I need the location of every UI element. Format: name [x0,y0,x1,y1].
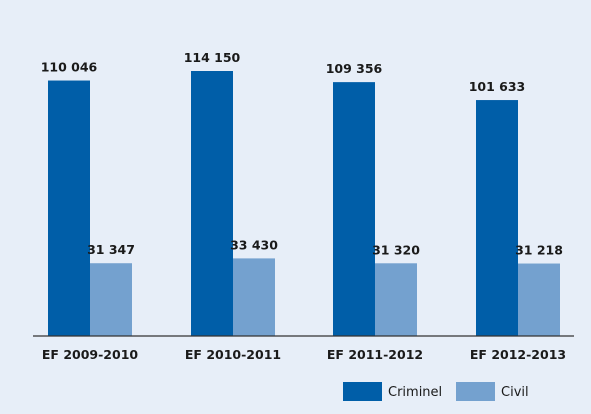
value-label-civil-3: 31 320 [372,242,420,257]
value-label-criminel-4: 101 633 [469,79,526,94]
category-label-4: EF 2012-2013 [470,347,566,362]
value-label-criminel-1: 110 046 [41,60,98,75]
bar-criminel-2 [191,71,233,336]
value-label-criminel-3: 109 356 [326,61,383,76]
bar-criminel-1 [48,80,90,336]
bar-criminel-3 [333,82,375,336]
value-label-civil-4: 31 218 [515,243,563,258]
legend-label-civil: Civil [501,385,529,400]
bar-civil-1 [90,263,132,336]
legend-swatch-criminel [343,382,382,401]
value-labels-layer: 110 046 31 347 114 150 33 430 109 356 31 320 1… [41,50,563,258]
value-label-criminel-2: 114 150 [184,50,241,65]
category-labels-layer: EF 2009-2010 EF 2010-2011 EF 2011-2012 EF 2… [42,347,566,362]
value-label-civil-2: 33 430 [230,237,278,252]
legend: Criminel Civil [343,382,529,401]
bar-civil-3 [375,263,417,336]
legend-swatch-civil [456,382,495,401]
category-label-1: EF 2009-2010 [42,347,139,362]
bar-civil-4 [518,263,560,336]
bar-civil-2 [233,258,275,336]
category-label-2: EF 2010-2011 [185,347,281,362]
bar-criminel-4 [476,100,518,336]
value-label-civil-1: 31 347 [87,242,135,257]
bars-layer [48,71,560,336]
legend-label-criminel: Criminel [388,385,442,400]
category-label-3: EF 2011-2012 [327,347,423,362]
